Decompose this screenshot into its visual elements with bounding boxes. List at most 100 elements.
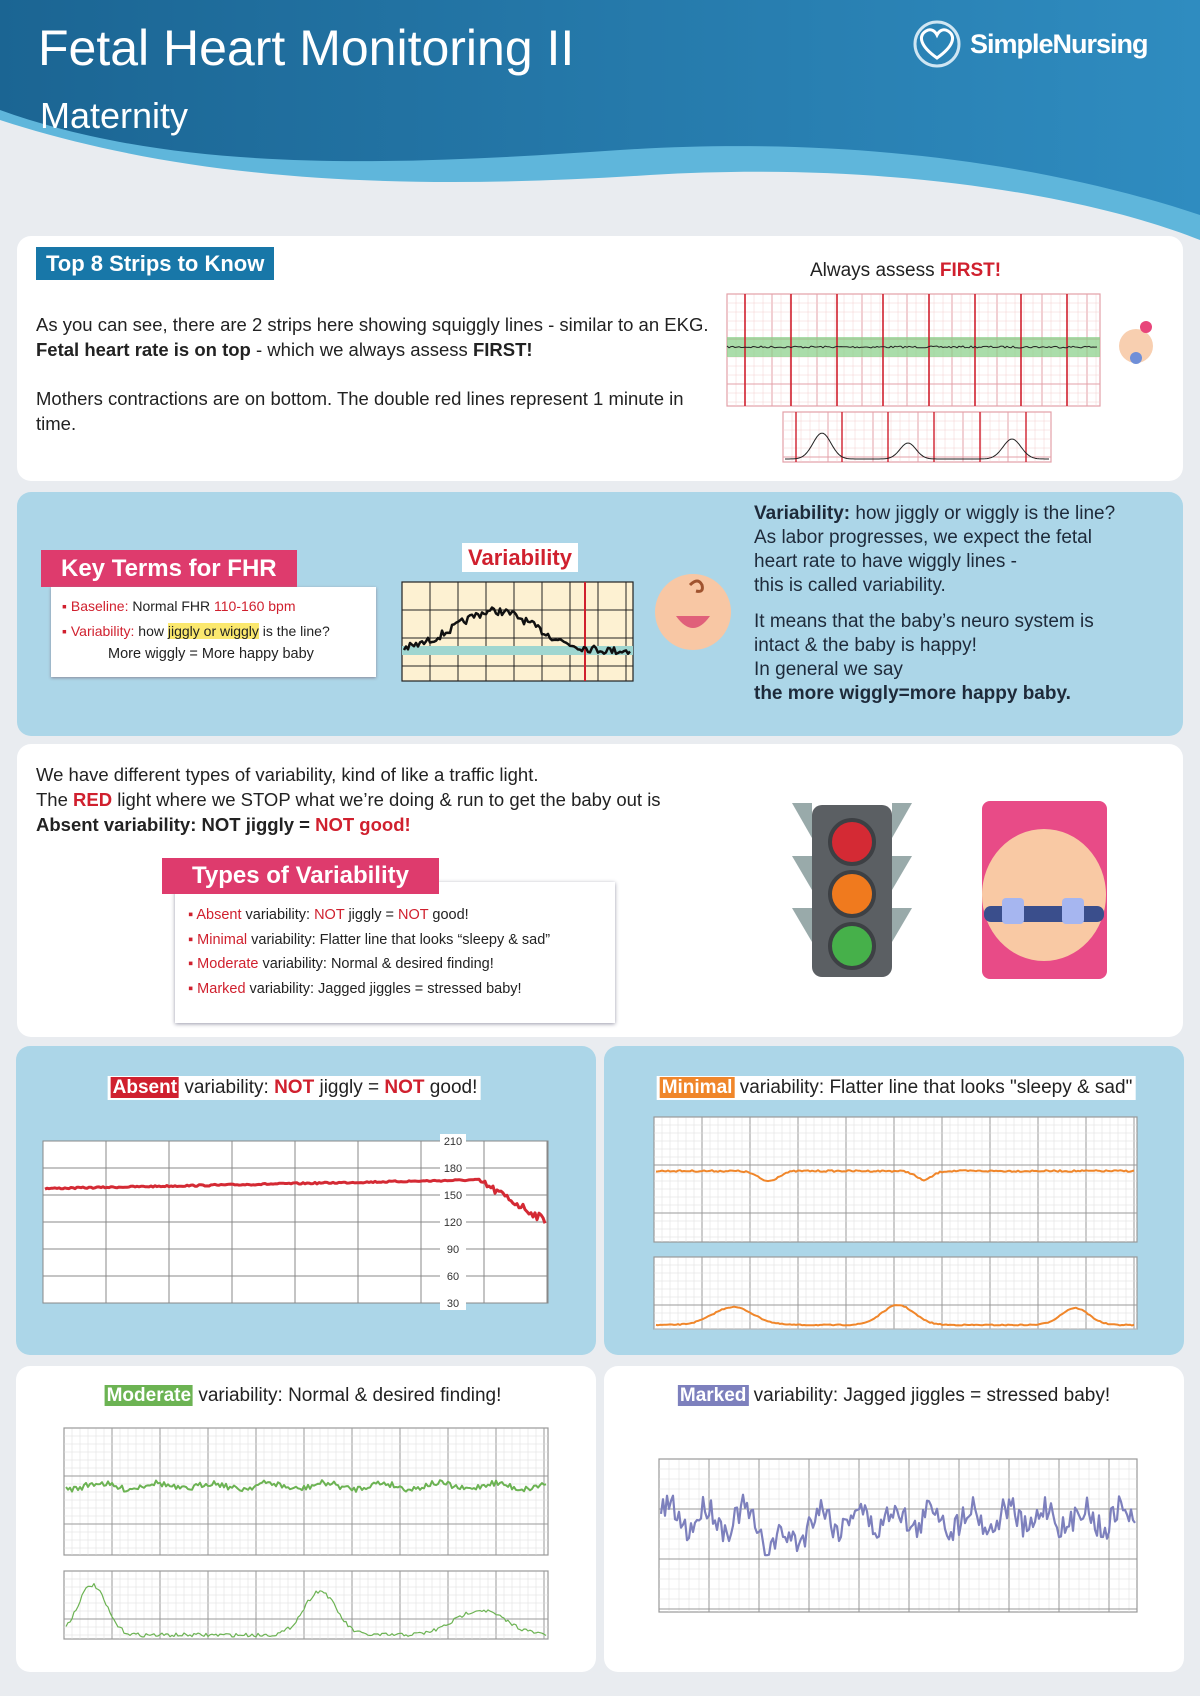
light [828,818,876,866]
strip-bg [658,1458,1138,1613]
section-title: Key Terms for FHR [41,550,297,587]
y-tick-label: 90 [447,1244,459,1256]
light-visor [892,908,912,942]
text: Moderate [197,956,259,972]
bow [1140,321,1152,333]
trace [65,1479,547,1493]
subtitle: Maternity [40,95,189,136]
strip-bg [63,1427,549,1556]
text: light where we STOP what we’re doing & r… [112,789,661,810]
brand-logo [913,20,961,68]
text: Always assess [810,260,940,281]
header-wave [0,0,1200,215]
badge: Top 8 Strips to Know [36,247,275,280]
line: We have different types of variability, … [36,764,539,785]
text: variability: Jagged jiggles = stressed b… [245,980,522,997]
text: NOT good! [315,814,411,835]
highlight: Minimal [659,1077,735,1098]
tick-bg [440,1269,466,1283]
highlight: Moderate [104,1385,194,1406]
text: Absent variability: NOT jiggly = [36,814,316,835]
text: Fetal heart rate is on top [36,339,251,360]
text: variability: Jagged jiggles = stressed b… [748,1385,1111,1406]
trace [785,432,1049,460]
trace [65,1583,547,1638]
text: 110-160 bpm [214,598,296,614]
paragraph: Mothers contractions are on bottom. The … [36,388,684,434]
strip-bg [782,411,1052,463]
text: variability: Normal & desired finding! [258,956,494,972]
line: It means that the baby’s neuro system is [754,611,1094,632]
text: As you can see, there are 2 strips here … [36,314,709,335]
line: Absent variability: NOT jiggly = NOT goo… [36,812,756,837]
strip-heading: Minimal variability: Flatter line that l… [656,1076,1136,1100]
text: NOT [384,1077,425,1098]
note: More wiggly = More happy baby [108,646,314,662]
paragraph: As you can see, there are 2 strips here … [36,312,726,362]
baby-face [655,574,731,650]
text: NOT [398,907,429,923]
belly [982,829,1106,961]
term-item: Baseline: Normal FHR 110-160 bpm [62,594,330,619]
text: FIRST! [939,260,1002,281]
explanation: Variability: how jiggly or wiggly is the… [754,502,1115,706]
text: is the line? [258,622,330,639]
strip-label: Variability [462,543,578,572]
text: RED [73,789,113,810]
text: Normal FHR [128,598,215,614]
line: the more wiggly=more happy baby. [754,683,1071,704]
light [828,870,876,918]
text: variability: [179,1077,275,1098]
strip-heading: Moderate variability: Normal & desired f… [101,1384,505,1408]
type-item: Absent variability: NOT jiggly = NOT goo… [188,903,550,928]
pacifier [1130,352,1142,364]
light-visor [792,803,812,838]
text: variability: Normal & desired finding! [193,1385,502,1406]
trace [44,1177,547,1224]
y-tick-label: 150 [444,1190,462,1202]
y-tick-label: 60 [447,1271,459,1283]
trace [659,1493,1136,1557]
trace [655,1169,1135,1183]
text: The [36,789,74,810]
y-tick-label: 180 [444,1163,462,1175]
types-list: Absent variability: NOT jiggly = NOT goo… [188,903,550,1001]
text: how [134,622,168,639]
text: variability: Flatter line that looks "sl… [734,1077,1133,1098]
baby-smile [676,616,710,628]
type-item: Minimal variability: Flatter line that l… [188,928,550,953]
text: FIRST! [472,339,533,360]
strip-caption: Always assess FIRST! [810,258,1001,283]
strip-bg [653,1116,1138,1243]
highlight: Marked [677,1385,749,1406]
tick-bg [440,1134,466,1148]
line: intact & the baby is happy! [754,635,977,656]
y-tick-label: 210 [444,1136,462,1148]
text: variability: Flatter line that looks “sl… [247,931,551,948]
tick-bg [440,1188,466,1202]
trace [402,606,631,656]
text: variability: [241,907,315,923]
line: The RED light where we STOP what we’re d… [36,787,756,812]
highlight: Absent [110,1077,180,1098]
text: jiggly = [314,1077,385,1098]
type-item: Moderate variability: Normal & desired f… [188,952,550,977]
text: jiggly = [344,907,399,923]
line: Variability: how jiggly or wiggly is the… [754,502,1115,526]
line: As labor progresses, we expect the fetal [754,527,1092,548]
baby-face [1119,329,1153,363]
light-visor [792,908,812,942]
line: heart rate to have wiggly lines - [754,551,1017,572]
y-tick-label: 120 [444,1217,462,1229]
text: Baseline: [70,598,129,614]
tick-bg [440,1242,466,1256]
strip-bg [401,581,634,682]
trace [726,345,1098,349]
normal-band [402,646,633,655]
trace [655,1304,1135,1327]
strip-bg [653,1256,1138,1330]
strip-heading: Marked variability: Jagged jiggles = str… [674,1384,1114,1408]
text: Minimal [197,931,248,948]
tick-bg [440,1296,466,1310]
